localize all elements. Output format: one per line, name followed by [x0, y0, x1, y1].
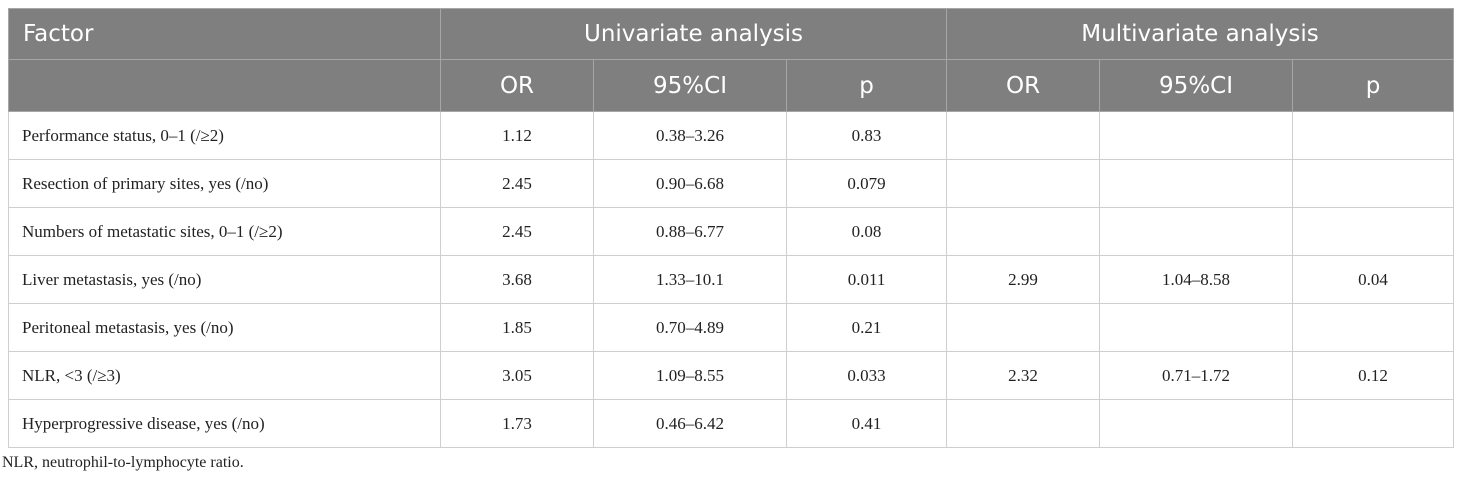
- multivariate-ci-cell: [1099, 111, 1294, 160]
- table-footnote: NLR, neutrophil-to-lymphocyte ratio.: [2, 454, 244, 471]
- univariate-p-cell: 0.033: [785, 351, 948, 400]
- multivariate-p-cell: 0.04: [1292, 255, 1455, 304]
- univariate-ci-cell: 0.70–4.89: [593, 303, 787, 352]
- table-row: Performance status, 0–1 (/≥2) 1.12 0.38–…: [8, 111, 1455, 160]
- univariate-or-cell: 3.68: [440, 255, 594, 304]
- multivariate-p-cell: [1292, 159, 1455, 208]
- multivariate-p-cell: 0.12: [1292, 351, 1455, 400]
- univariate-ci-cell: 1.09–8.55: [593, 351, 787, 400]
- univariate-p-cell: 0.08: [785, 207, 948, 256]
- table-row: Numbers of metastatic sites, 0–1 (/≥2) 2…: [8, 207, 1455, 256]
- univariate-ci-cell: 1.33–10.1: [593, 255, 787, 304]
- univariate-p-header: p: [785, 59, 948, 112]
- univariate-or-cell: 1.73: [440, 399, 594, 448]
- factor-cell: Resection of primary sites, yes (/no): [8, 159, 441, 208]
- multivariate-or-cell: [946, 399, 1101, 448]
- factor-subheader-blank: [8, 59, 441, 112]
- table-body: Performance status, 0–1 (/≥2) 1.12 0.38–…: [8, 111, 1455, 448]
- multivariate-p-header: p: [1292, 59, 1455, 112]
- header-row-subcolumns: OR 95%CI p OR 95%CI p: [8, 59, 1455, 112]
- univariate-ci-cell: 0.88–6.77: [593, 207, 787, 256]
- univariate-ci-cell: 0.90–6.68: [593, 159, 787, 208]
- multivariate-p-cell: [1292, 303, 1455, 352]
- table-row: NLR, <3 (/≥3) 3.05 1.09–8.55 0.033 2.32 …: [8, 351, 1455, 400]
- univariate-or-cell: 1.85: [440, 303, 594, 352]
- univariate-p-cell: 0.079: [785, 159, 948, 208]
- multivariate-ci-header: 95%CI: [1099, 59, 1294, 112]
- table-header: Factor Univariate analysis Multivariate …: [8, 8, 1455, 112]
- multivariate-or-cell: [946, 111, 1101, 160]
- multivariate-or-cell: [946, 207, 1101, 256]
- factor-column-header: Factor: [8, 8, 441, 60]
- univariate-p-cell: 0.011: [785, 255, 948, 304]
- multivariate-p-cell: [1292, 207, 1455, 256]
- multivariate-ci-cell: [1099, 303, 1294, 352]
- univariate-p-cell: 0.41: [785, 399, 948, 448]
- univariate-or-cell: 3.05: [440, 351, 594, 400]
- factor-cell: Hyperprogressive disease, yes (/no): [8, 399, 441, 448]
- factor-cell: NLR, <3 (/≥3): [8, 351, 441, 400]
- univariate-p-cell: 0.83: [785, 111, 948, 160]
- multivariate-ci-cell: 0.71–1.72: [1099, 351, 1294, 400]
- univariate-ci-cell: 0.46–6.42: [593, 399, 787, 448]
- multivariate-group-header: Multivariate analysis: [946, 8, 1455, 60]
- univariate-group-header: Univariate analysis: [439, 8, 948, 60]
- table-row: Peritoneal metastasis, yes (/no) 1.85 0.…: [8, 303, 1455, 352]
- multivariate-ci-cell: 1.04–8.58: [1099, 255, 1294, 304]
- univariate-or-header: OR: [440, 59, 594, 112]
- multivariate-or-cell: 2.99: [946, 255, 1101, 304]
- multivariate-ci-cell: [1099, 399, 1294, 448]
- univariate-or-cell: 2.45: [440, 159, 594, 208]
- multivariate-ci-cell: [1099, 207, 1294, 256]
- univariate-ci-cell: 0.38–3.26: [593, 111, 787, 160]
- multivariate-ci-cell: [1099, 159, 1294, 208]
- univariate-or-cell: 1.12: [440, 111, 594, 160]
- factor-cell: Peritoneal metastasis, yes (/no): [8, 303, 441, 352]
- multivariate-or-header: OR: [946, 59, 1101, 112]
- factor-cell: Performance status, 0–1 (/≥2): [8, 111, 441, 160]
- univariate-p-cell: 0.21: [785, 303, 948, 352]
- univariate-ci-header: 95%CI: [593, 59, 787, 112]
- table-row: Hyperprogressive disease, yes (/no) 1.73…: [8, 399, 1455, 448]
- multivariate-p-cell: [1292, 111, 1455, 160]
- multivariate-or-cell: [946, 303, 1101, 352]
- factor-cell: Liver metastasis, yes (/no): [8, 255, 441, 304]
- table-row: Resection of primary sites, yes (/no) 2.…: [8, 159, 1455, 208]
- header-row-groups: Factor Univariate analysis Multivariate …: [8, 8, 1455, 60]
- factor-cell: Numbers of metastatic sites, 0–1 (/≥2): [8, 207, 441, 256]
- multivariate-or-cell: 2.32: [946, 351, 1101, 400]
- multivariate-or-cell: [946, 159, 1101, 208]
- table-row: Liver metastasis, yes (/no) 3.68 1.33–10…: [8, 255, 1455, 304]
- multivariate-p-cell: [1292, 399, 1455, 448]
- results-table: Factor Univariate analysis Multivariate …: [8, 8, 1455, 448]
- univariate-or-cell: 2.45: [440, 207, 594, 256]
